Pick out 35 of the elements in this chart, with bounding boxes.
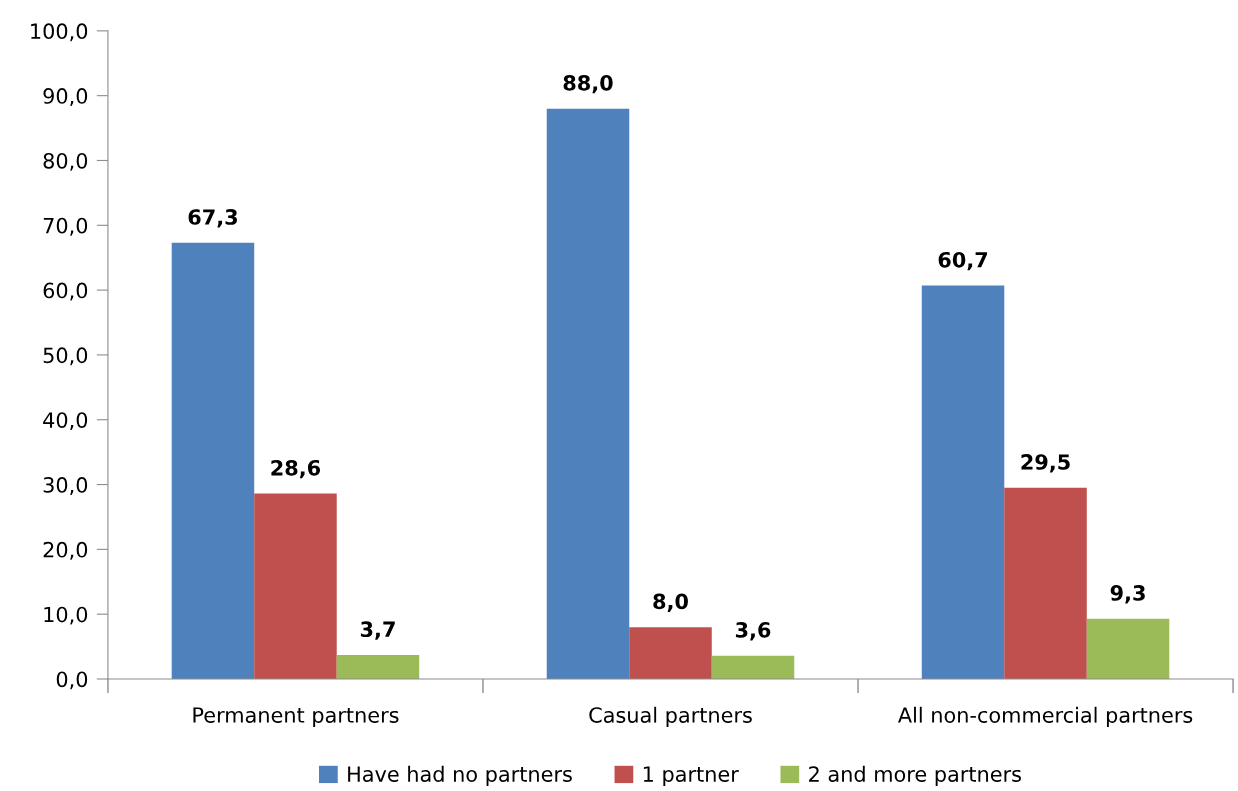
legend-label: 2 and more partners [809,765,1021,786]
bar [336,655,420,679]
y-tick-label: 60,0 [43,282,88,301]
data-label: 3,7 [360,621,395,640]
y-tick-label: 10,0 [44,606,88,625]
y-tick-label: 50,0 [43,347,88,366]
data-label: 60,7 [938,251,988,271]
bar [1004,487,1087,679]
y-tick-label: 70,0 [43,217,88,236]
y-tick-label: 30,0 [43,477,88,495]
data-label: 8,0 [653,593,688,612]
bar [711,655,795,679]
x-tick-label: All non-commercial partners [897,706,1193,727]
y-tick-label: 80,0 [43,152,88,171]
bar [921,285,1005,679]
bar [629,627,712,679]
data-label: 29,5 [1021,454,1070,473]
bar [171,242,255,679]
bar [1086,618,1170,679]
y-tick-label: 0,0 [56,671,88,690]
bar [254,493,337,679]
y-tick-label: 90,0 [43,88,88,106]
y-tick-label: 20,0 [43,541,88,560]
y-tick-label: 40,0 [43,412,88,431]
data-label: 88,0 [563,74,613,94]
data-label: 28,6 [271,459,321,479]
x-tick-label: Permanent partners [193,707,399,727]
legend-label: 1 partner [643,766,739,786]
x-tick-label: Casual partners [589,706,752,727]
bar [546,108,630,679]
data-label: 9,3 [1110,585,1145,604]
data-label: 3,6 [735,621,771,641]
data-label: 67,3 [188,209,238,228]
y-tick-label: 100,0 [31,23,88,42]
legend-label: Have had no partners [348,765,572,786]
